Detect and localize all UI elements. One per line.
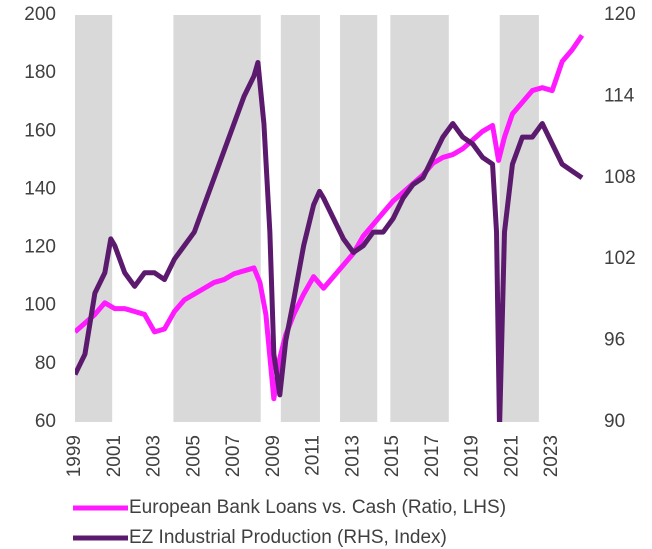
y-tick-label: 80 xyxy=(35,353,56,374)
x-tick-label: 2017 xyxy=(422,435,443,477)
x-tick-label: 2005 xyxy=(183,435,204,477)
x-tick-label: 1999 xyxy=(64,435,85,477)
x-tick-label: 2015 xyxy=(382,435,403,477)
y-tick-label: 120 xyxy=(24,237,56,258)
plot xyxy=(75,33,585,422)
x-tick-label: 2019 xyxy=(462,435,483,477)
y2-tick-label: 90 xyxy=(604,411,625,432)
y-tick-label: 140 xyxy=(24,178,56,199)
shade-band xyxy=(75,15,113,422)
y-tick-label: 180 xyxy=(24,62,56,83)
shade-band xyxy=(173,15,261,422)
y-tick-label: 160 xyxy=(24,120,56,141)
y-tick-label: 200 xyxy=(24,4,56,25)
y-tick-label: 60 xyxy=(35,411,56,432)
series-line xyxy=(75,33,585,402)
x-tick-label: 2007 xyxy=(223,435,244,477)
axes: 60 80 100 120 140 160 180 200 90 96 102 108 114 120 19… xyxy=(24,4,635,548)
y2-tick-label: 114 xyxy=(604,85,635,106)
shade-band xyxy=(280,15,320,422)
shades xyxy=(75,15,539,422)
legend-label: European Bank Loans vs. Cash (Ratio, LHS… xyxy=(129,497,506,518)
x-tick-label: 2021 xyxy=(501,435,522,477)
x-tick-label: 2003 xyxy=(144,435,165,477)
x-tick-label: 2011 xyxy=(303,435,324,476)
shade-band xyxy=(390,15,449,422)
y2-tick-label: 108 xyxy=(604,167,636,188)
y2-tick-label: 120 xyxy=(604,4,636,25)
series-line xyxy=(75,59,584,422)
x-tick-label: 2023 xyxy=(541,435,562,477)
x-tick-label: 2009 xyxy=(263,435,284,477)
x-tick-label: 2001 xyxy=(104,435,125,477)
y-tick-label: 100 xyxy=(24,295,56,316)
shade-band xyxy=(340,15,378,422)
x-tick-label: 2013 xyxy=(342,435,363,477)
y2-tick-label: 102 xyxy=(604,248,636,269)
legend-label: EZ Industrial Production (RHS, Index) xyxy=(129,527,447,548)
y2-tick-label: 96 xyxy=(604,330,625,351)
